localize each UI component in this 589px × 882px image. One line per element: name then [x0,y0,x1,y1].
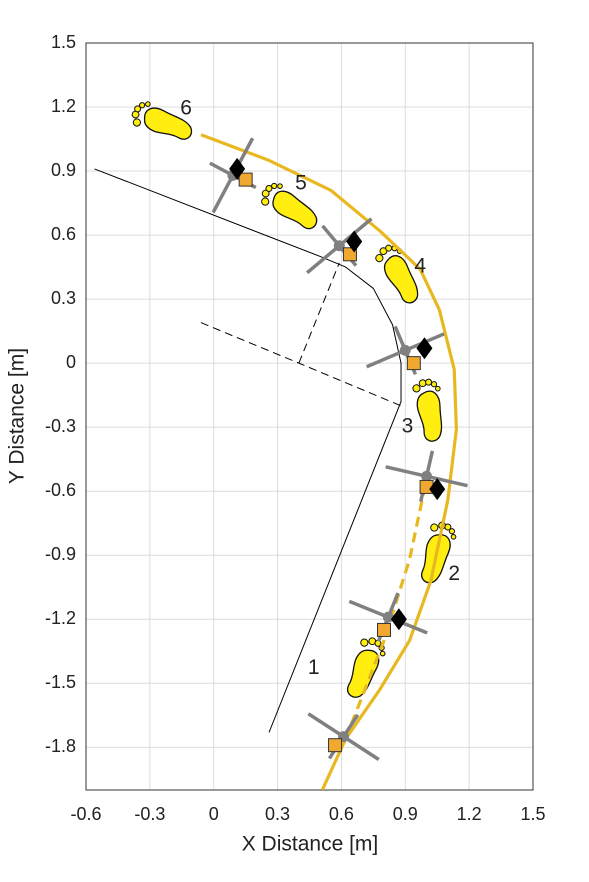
footprint-toe [271,182,278,190]
y-tick-label: -0.6 [45,480,76,500]
diamond-marker [390,608,407,631]
x-tick-label: -0.6 [70,804,101,824]
footprint-sole [272,190,318,230]
footprint [375,244,419,304]
x-tick-label: 0.6 [329,804,354,824]
y-axis-label: Y Distance [m] [6,348,29,484]
footprint-sole [143,107,193,140]
cross-center [382,611,394,623]
footprint [261,182,318,230]
cross-marker [307,712,380,761]
footprint-toe [134,105,142,113]
plot-frame [85,42,534,791]
annotation: 6 [180,97,192,120]
square-marker [406,356,421,371]
footprint [412,378,443,442]
cross-marker [348,592,428,642]
diamond-marker [416,337,433,360]
cross-marker [385,450,468,502]
footprint [346,637,386,698]
footprint-toe [379,650,386,657]
footprint-toe [261,197,270,206]
footprint-toe [425,378,433,386]
footprint-toe [265,184,273,192]
x-tick-label: 0.3 [265,804,290,824]
x-tick-label: -0.3 [134,804,165,824]
footprint-sole [416,390,443,442]
footprint-toe [435,385,441,392]
footprint-toe [375,254,384,263]
square-marker [377,622,391,637]
footprint-toe [139,102,146,109]
cross-marker [209,137,257,214]
footprint-toe [450,534,457,540]
x-tick-label: 0.9 [393,804,418,824]
footprint-sole [383,255,419,304]
y-tick-label: -1.5 [45,672,76,692]
y-tick-label: 1.5 [51,32,76,52]
y-tick-label: -0.3 [45,416,76,436]
series-line [200,133,458,790]
footprint-toe [448,528,456,535]
y-tick-label: 1.2 [51,96,76,116]
plot-area [94,101,468,790]
square-marker [328,738,343,753]
series-line [200,262,402,407]
y-tick-label: 0 [66,352,76,372]
footprint-toe [412,384,421,393]
y-tick-label: 0.9 [51,160,76,180]
y-tick-label: 0.6 [51,224,76,244]
footprint-toe [277,183,283,189]
cross-center [333,240,345,252]
footprint-sole [346,649,380,698]
cross-center [399,344,411,356]
y-tick-label: -1.8 [45,736,76,756]
footprint-toe [360,638,369,647]
annotation: 1 [308,656,320,679]
annotation: 4 [414,255,426,278]
x-tick-label: 1.5 [520,804,545,824]
y-tick-label: -0.9 [45,544,76,564]
x-tick-label: 0 [209,804,219,824]
annotation: 5 [295,171,307,194]
footprint-toe [132,118,142,127]
footprint-toe [385,244,393,252]
x-tick-label: 1.2 [457,804,482,824]
footprint [131,101,193,140]
annotation: 3 [402,415,414,438]
footprint-toe [444,523,452,531]
footprint-toe [145,101,151,107]
square-marker [238,172,253,187]
footprint-toe [430,381,438,388]
diamond-marker [346,230,363,253]
cross-center [421,470,433,482]
annotation: 2 [448,562,460,585]
y-tick-label: -1.2 [45,608,76,628]
diamond-marker [229,157,246,180]
footprint-toe [430,523,439,532]
x-axis-label: X Distance [m] [242,833,379,856]
diamond-marker [429,478,446,501]
y-tick-label: 0.3 [51,288,76,308]
